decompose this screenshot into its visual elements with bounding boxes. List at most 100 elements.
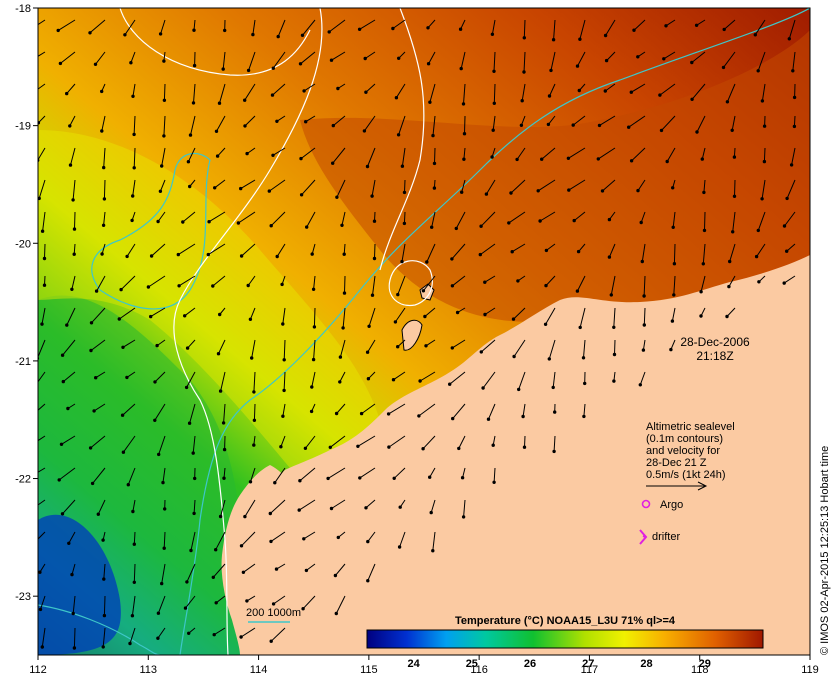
velocity-vector-head [672,262,677,266]
velocity-vector [723,51,736,68]
velocity-vector-head [222,447,227,452]
velocity-vector [208,211,226,223]
velocity-vector [756,243,766,257]
velocity-vector [243,563,256,573]
velocity-vector-head [370,194,374,198]
velocity-vector-head [183,606,188,610]
velocity-vector-head [785,196,789,201]
velocity-vector [193,499,196,514]
velocity-vector-head [423,314,427,319]
contour-200m [173,8,323,655]
velocity-vector-head [120,413,125,417]
velocity-vector [282,307,286,325]
velocity-vector-head [57,478,61,482]
velocity-vector-head [59,442,64,446]
velocity-vector-head [462,157,466,161]
velocity-vector-head [522,36,526,40]
velocity-vector-head [192,63,197,68]
velocity-vector-head [370,293,375,297]
velocity-vector [388,435,406,448]
velocity-vector [579,19,586,40]
velocity-vector [754,19,766,36]
velocity-vector-head [725,100,730,104]
velocity-vector [488,403,496,420]
velocity-vector-head [448,382,452,386]
velocity-vector-head [511,317,516,321]
velocity-vector [133,563,136,583]
velocity-vector [480,243,496,256]
colorbar-tick-label: 28 [640,658,652,670]
velocity-vector-head [252,418,257,422]
velocity-vector-head [158,189,163,194]
velocity-vector [335,595,346,614]
velocity-vector [393,467,406,479]
velocity-vector-head [246,283,250,288]
velocity-vector-head [245,599,249,603]
velocity-vector [553,19,556,40]
velocity-vector [605,19,616,36]
velocity-vector-head [153,380,157,384]
velocity-vector-head [538,219,542,223]
velocity-vector-head [146,285,151,289]
velocity-vector-head [300,33,305,37]
velocity-vector-head [27,61,29,63]
velocity-vector-head [68,124,72,128]
velocity-vector-head [367,324,371,328]
velocity-vector [154,371,166,383]
svg-text:and velocity for: and velocity for [646,445,720,457]
velocity-vector-head [132,132,136,137]
velocity-vector [132,83,136,97]
velocity-vector [404,179,406,193]
velocity-vector-head [791,69,795,73]
velocity-vector-head [638,383,642,387]
velocity-vector [223,403,226,423]
velocity-vector-head [303,446,308,450]
velocity-vector [548,339,556,360]
velocity-vector [602,179,616,192]
velocity-vector-head [279,445,283,449]
velocity-vector-head [338,380,342,384]
velocity-vector [301,179,316,196]
velocity-vector [631,83,646,93]
velocity-vector-head [301,607,305,611]
velocity-vector [423,275,436,292]
velocity-vector-head [216,352,221,356]
velocity-vector-head [123,33,127,37]
velocity-vector [633,19,646,31]
velocity-vector-head [33,386,35,388]
velocity-vector-head [250,356,254,360]
velocity-vector [251,339,256,359]
velocity-vector [761,179,766,199]
velocity-vector-head [756,69,760,73]
velocity-vector [427,19,436,29]
velocity-vector-head [640,259,644,264]
velocity-vector-head [454,226,458,231]
velocity-vector [336,179,346,198]
velocity-vector-head [89,348,93,353]
velocity-vector [432,115,436,136]
velocity-vector-head [241,570,246,574]
velocity-vector [90,339,106,351]
velocity-vector-head [694,23,699,27]
y-axis: -18 -19 -20 -21 -22 -23 [15,3,38,603]
velocity-vector-head [299,193,304,197]
velocity-vector [696,115,706,133]
y-tick-label: -22 [15,474,31,486]
velocity-vector-head [566,156,571,161]
velocity-vector [671,307,676,322]
velocity-vector-head [88,31,92,35]
velocity-vector [91,307,106,324]
velocity-vector [788,19,796,39]
velocity-vector-head [100,129,104,133]
velocity-vector [455,211,466,229]
velocity-vector [523,19,526,38]
velocity-vector-head [119,287,123,292]
velocity-vector [313,339,316,360]
velocity-vector [272,83,286,96]
velocity-vector-head [792,124,797,129]
velocity-vector-head [189,548,193,553]
velocity-vector-head [130,218,134,223]
velocity-vector-head [248,317,253,321]
velocity-vector [568,179,586,191]
velocity-vector-head [672,293,676,297]
